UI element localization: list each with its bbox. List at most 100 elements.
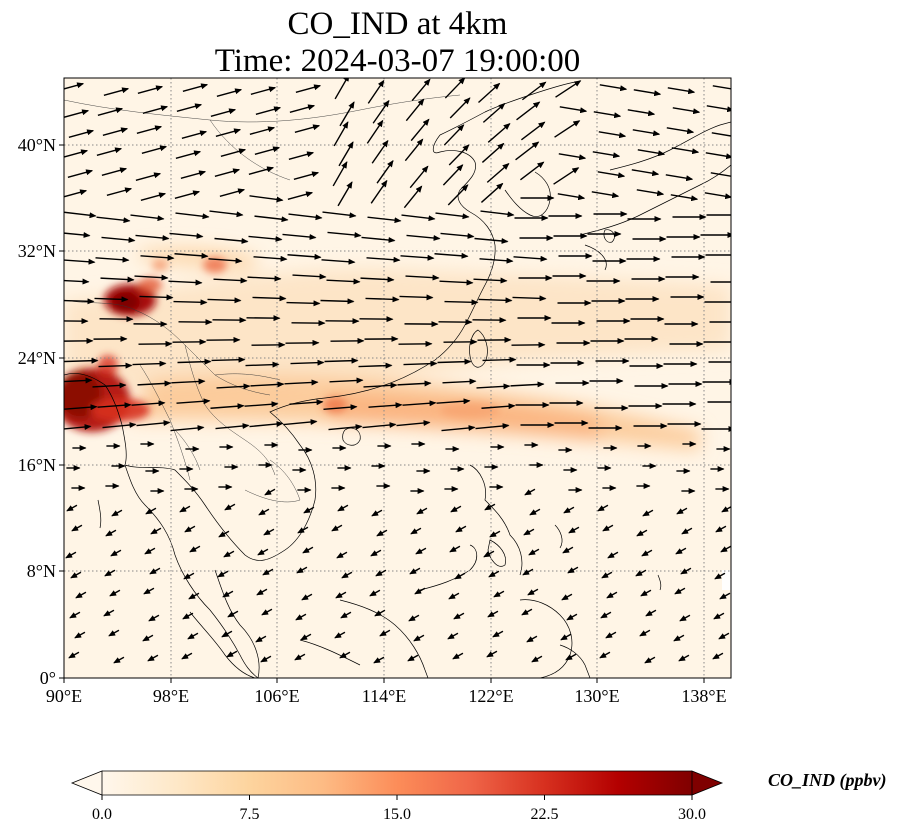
wind-arrow [216,383,251,390]
wind-arrow [222,590,234,598]
colorbar-label: CO_IND (ppbv) [768,770,887,790]
wind-arrow [374,609,386,617]
wind-arrow [679,614,691,622]
wind-arrow [605,631,617,639]
wind-arrow [715,525,727,533]
lat-label: 8°N [27,561,56,581]
wind-arrow [255,106,282,115]
wind-arrow [322,211,357,219]
wind-arrow [440,232,475,240]
wind-arrow [478,297,513,304]
wind-arrow [210,403,245,410]
country-borders [64,94,461,503]
wind-arrow [282,233,317,240]
wind-arrow [101,167,128,176]
wind-arrow [483,550,495,558]
wind-arrow [254,146,281,155]
wind-arrow [213,277,248,284]
wind-arrow [410,118,430,142]
wind-arrow [95,256,130,263]
wind-arrow [486,650,498,658]
wind-arrow [368,402,403,409]
wind-arrow [362,422,397,429]
wind-arrow [519,161,545,181]
wind-arrow [720,545,731,553]
wind-arrow [103,609,115,617]
wind-arrow [370,179,388,204]
wind-arrow [599,84,628,92]
wind-arrow [719,592,731,600]
wind-arrow [110,549,122,557]
wind-arrow [443,124,465,146]
wind-arrow [169,232,204,240]
wind-arrow [492,630,504,638]
wind-arrow [254,215,289,223]
wind-arrow [261,608,273,616]
wind-arrow [227,610,239,618]
wind-arrow [554,120,581,138]
wind-arrow [74,631,86,639]
wind-arrow [667,87,696,95]
wind-arrow [67,169,94,178]
wind-arrow [448,592,460,600]
wind-arrow [341,571,353,579]
wind-arrow [403,185,423,209]
wind-arrow [289,399,324,406]
wind-arrow [449,97,471,119]
wind-arrow [109,589,121,597]
wind-arrow [413,634,425,642]
wind-arrow [666,127,695,135]
wind-arrow [444,78,466,99]
wind-arrow [670,194,699,202]
wind-arrow [410,527,422,535]
wind-arrow [439,279,474,286]
wind-arrow [712,652,724,660]
wind-arrow [326,278,361,285]
wind-arrow [453,612,465,620]
wind-arrow [718,632,730,640]
wind-arrow [597,171,626,179]
wind-arrow [140,192,167,201]
wind-arrow [405,98,425,122]
wind-arrow [136,420,171,427]
wind-arrow [379,629,391,637]
wind-arrow [64,189,88,198]
wind-arrow [211,356,246,363]
wind-arrow [106,187,133,196]
wind-arrow [404,138,424,162]
wind-arrow [336,551,348,559]
wind-arrow [671,147,700,155]
wind-arrow [487,123,511,143]
colorbar: 0.0 7.5 15.0 22.5 30.0 [70,770,724,823]
wind-arrow [401,214,436,222]
wind-arrow [358,362,393,369]
wind-arrow [523,528,535,536]
lon-label: 138°E [681,686,726,706]
wind-arrow [484,503,496,511]
wind-arrow [367,79,385,104]
wind-arrow [437,358,472,365]
wind-arrow [264,488,276,496]
wind-arrow [94,296,129,303]
wind-arrow [137,380,172,387]
map-frame [63,77,732,679]
wind-arrow [450,505,462,513]
wind-arrow [147,654,159,662]
wind-arrow [135,172,162,181]
wind-arrow [681,527,693,535]
concentration-field [64,248,731,590]
colorbar-tick-label: 7.5 [240,806,260,823]
lat-label: 0° [40,668,56,688]
wind-arrow [182,612,194,620]
wind-arrow [142,105,169,114]
wind-arrow [321,258,356,265]
wind-arrow [520,121,546,141]
wind-arrow [337,181,353,207]
wind-arrow [102,422,137,429]
wind-arrow [447,184,469,206]
wind-arrow [260,655,272,663]
wind-arrow [150,527,162,535]
wind-arrow [524,488,536,496]
wind-arrow [365,296,400,303]
wind-arrow [409,567,421,575]
